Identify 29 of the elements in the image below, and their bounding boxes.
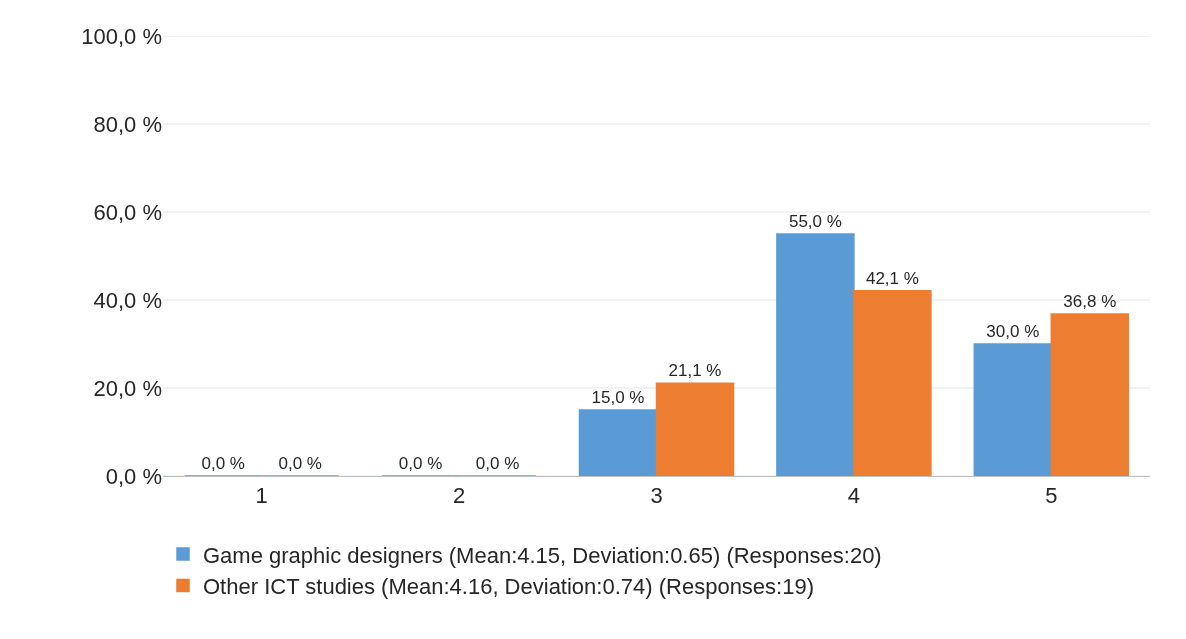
data-label: 21,1 % [668, 361, 722, 381]
y-tick-label: 40,0 % [93, 287, 162, 313]
data-label: 0,0 % [201, 454, 245, 473]
data-label: 36,8 % [1063, 292, 1117, 312]
x-tick-label: 3 [650, 483, 663, 509]
y-tick-label: 20,0 % [93, 375, 162, 401]
y-tick-label: 60,0 % [93, 199, 162, 225]
x-tick-label: 1 [255, 483, 268, 509]
x-tick-label: 2 [452, 483, 466, 509]
y-tick-label: 0,0 % [105, 463, 162, 489]
legend-label: Game graphic designers (Mean:4.15, Deviation:0.65) (Responses:20) [203, 542, 882, 568]
data-label: 0,0 % [278, 454, 322, 473]
legend-label: Other ICT studies (Mean:4.16, Deviation:0.74) (Responses:19) [203, 574, 815, 600]
data-label: 0,0 % [475, 454, 520, 473]
data-label: 30,0 % [986, 322, 1040, 341]
bar [655, 382, 735, 476]
data-label: 0,0 % [398, 454, 443, 473]
bar [853, 290, 932, 476]
data-label: 15,0 % [591, 388, 645, 407]
bar [1050, 313, 1130, 476]
x-tick-label: 5 [1045, 483, 1058, 509]
bar [578, 409, 658, 476]
data-label: 42,1 % [865, 268, 919, 288]
data-label: 55,0 % [788, 212, 842, 231]
bar [973, 343, 1053, 476]
y-tick-label: 80,0 % [93, 111, 162, 137]
x-tick-label: 4 [847, 483, 861, 509]
y-tick-label: 100,0 % [81, 23, 162, 49]
bar [776, 233, 855, 476]
